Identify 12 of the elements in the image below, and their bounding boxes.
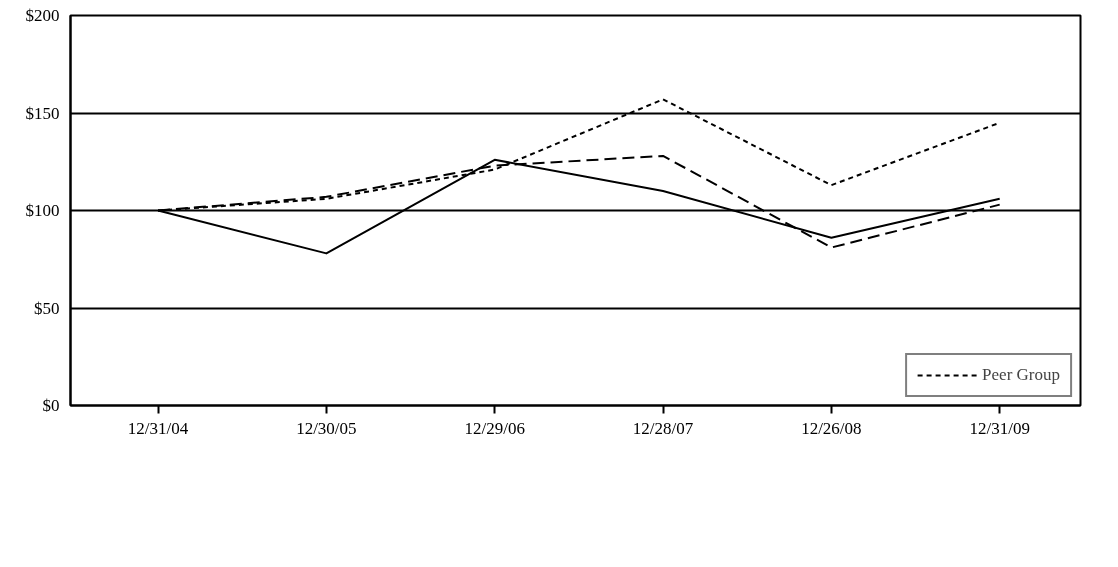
legend-label: Peer Group xyxy=(982,365,1060,385)
x-tick-label: 12/28/07 xyxy=(632,418,694,438)
y-tick-label: $0 xyxy=(42,396,60,415)
x-tick-label: 12/30/05 xyxy=(296,418,357,438)
y-tick-label: $200 xyxy=(25,6,60,25)
x-tick-label: 12/31/09 xyxy=(969,418,1030,438)
x-tick-label: 12/26/08 xyxy=(801,418,862,438)
y-tick-label: $100 xyxy=(25,201,60,220)
x-tick-label: 12/31/04 xyxy=(127,418,189,438)
y-tick-label: $50 xyxy=(34,298,60,318)
x-tick-label: 12/29/06 xyxy=(464,418,525,438)
y-tick-label: $150 xyxy=(25,103,60,123)
